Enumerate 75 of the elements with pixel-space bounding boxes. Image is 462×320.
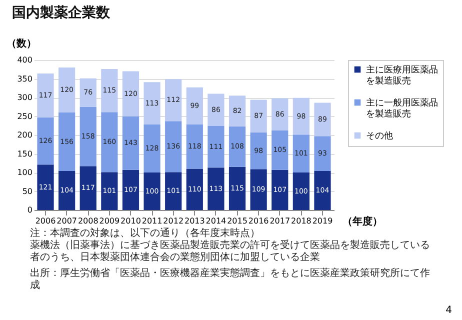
legend-label: 主に医療用医薬品を製造販売 bbox=[366, 64, 438, 86]
bar bbox=[228, 166, 246, 210]
bar bbox=[37, 74, 54, 118]
bar bbox=[165, 172, 182, 210]
bar bbox=[101, 69, 118, 112]
bar bbox=[165, 79, 182, 122]
bar bbox=[80, 166, 96, 210]
bar bbox=[186, 168, 203, 210]
bar bbox=[228, 126, 246, 167]
bar bbox=[80, 106, 96, 166]
bar bbox=[272, 130, 288, 170]
bar bbox=[314, 136, 331, 171]
y-tick-label: 400 bbox=[17, 56, 32, 64]
bar bbox=[144, 124, 160, 172]
y-tick-label: 300 bbox=[17, 93, 32, 102]
x-tick-label: 2015 bbox=[227, 216, 248, 226]
x-tick-label: 2006 bbox=[35, 216, 56, 226]
bar bbox=[250, 169, 267, 210]
x-tick-label: 2016 bbox=[248, 216, 269, 226]
legend-label: 主に一般用医薬品を製造販売 bbox=[366, 98, 438, 120]
bar bbox=[250, 132, 267, 170]
x-tick-label: 2018 bbox=[291, 216, 312, 226]
chart-title: 国内製薬企業数 bbox=[11, 4, 111, 22]
text: 注：本調査の対象は、以下の通り（各年度末時点） bbox=[30, 228, 261, 240]
bar bbox=[58, 171, 76, 210]
bar bbox=[101, 112, 118, 172]
bar bbox=[272, 170, 288, 210]
y-axis-title: （数） bbox=[6, 38, 36, 50]
bar bbox=[165, 121, 182, 172]
y-tick-label: 0 bbox=[27, 206, 32, 214]
text: 4 bbox=[446, 305, 452, 316]
bar bbox=[80, 78, 96, 107]
x-tick-label: 2017 bbox=[270, 216, 290, 226]
x-tick-label: 2010 bbox=[120, 216, 141, 226]
x-axis-title: （年度） bbox=[342, 216, 382, 228]
y-tick-label: 100 bbox=[17, 168, 32, 177]
y-tick-label: 350 bbox=[17, 74, 32, 84]
bar bbox=[186, 124, 203, 169]
bar bbox=[292, 172, 310, 210]
x-tick-label: 2012 bbox=[163, 216, 184, 226]
x-tick-label: 2013 bbox=[184, 216, 205, 226]
y-tick-label: 50 bbox=[22, 186, 32, 196]
bar bbox=[37, 164, 54, 210]
bar bbox=[208, 168, 224, 210]
bar bbox=[292, 98, 310, 135]
y-tick-label: 150 bbox=[17, 149, 32, 158]
y-tick-label: 200 bbox=[17, 130, 32, 140]
bar bbox=[101, 172, 118, 210]
bar bbox=[228, 96, 246, 126]
bar bbox=[58, 112, 76, 171]
text: 薬機法（旧薬事法）に基づき医薬品製造販売業の許可を受けて医薬品を製造販売している者のうち、日本製薬団体連合会の業態別団体に加盟している企業 bbox=[30, 240, 431, 264]
bar bbox=[122, 116, 140, 170]
bar bbox=[58, 68, 76, 112]
text: 出所：厚生労働省「医薬品・医療機器産業実態調査」をもとに医薬産業政策研究所にて作成 bbox=[30, 268, 431, 292]
bar bbox=[208, 126, 224, 168]
bar bbox=[144, 172, 160, 210]
bar bbox=[272, 98, 288, 130]
bar bbox=[208, 94, 224, 126]
bar bbox=[37, 117, 54, 165]
x-tick-label: 2019 bbox=[312, 216, 333, 226]
x-tick-label: 2014 bbox=[206, 216, 226, 226]
x-tick-label: 2008 bbox=[78, 216, 98, 226]
bar bbox=[186, 87, 203, 124]
bar bbox=[122, 170, 140, 210]
bar bbox=[122, 71, 140, 116]
bar bbox=[314, 171, 331, 210]
bar bbox=[144, 82, 160, 124]
x-tick-label: 2007 bbox=[56, 216, 77, 226]
bar bbox=[292, 134, 310, 172]
bar bbox=[250, 100, 267, 132]
x-tick-label: 2009 bbox=[99, 216, 120, 226]
x-tick-label: 2011 bbox=[142, 216, 162, 226]
bar bbox=[314, 102, 331, 136]
legend-label: その他 bbox=[366, 130, 393, 142]
y-tick-label: 250 bbox=[17, 112, 32, 121]
